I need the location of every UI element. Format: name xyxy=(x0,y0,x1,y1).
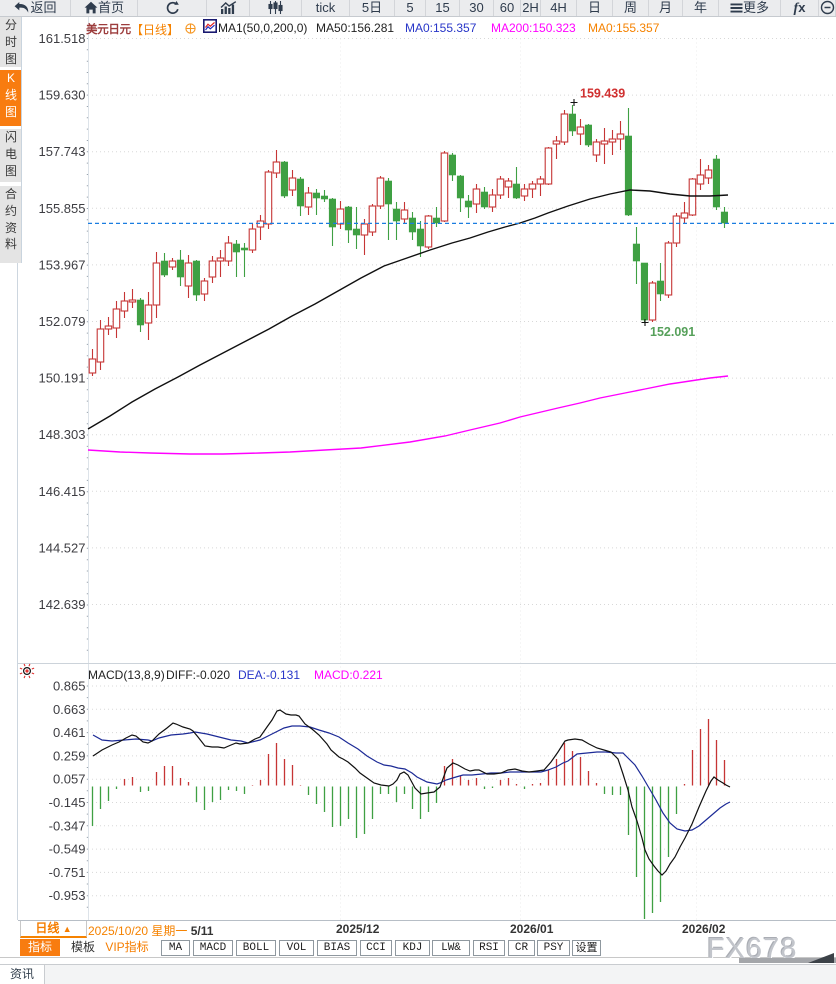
svg-text:159.439: 159.439 xyxy=(580,87,625,101)
svg-text:142.639: 142.639 xyxy=(39,597,86,612)
svg-text:MACD:0.221: MACD:0.221 xyxy=(314,668,383,682)
svg-text:DEA:-0.131: DEA:-0.131 xyxy=(238,668,300,682)
svg-text:0.259: 0.259 xyxy=(53,748,86,763)
svg-text:0.663: 0.663 xyxy=(53,702,86,717)
svg-text:0.865: 0.865 xyxy=(53,679,86,694)
svg-text:DIFF:-0.020: DIFF:-0.020 xyxy=(166,668,230,682)
svg-text:148.303: 148.303 xyxy=(39,427,86,442)
svg-text:157.743: 157.743 xyxy=(39,144,86,159)
svg-text:153.967: 153.967 xyxy=(39,257,86,272)
svg-text:-0.549: -0.549 xyxy=(49,842,86,857)
svg-text:MACD(13,8,9): MACD(13,8,9) xyxy=(88,668,165,682)
svg-text:152.091: 152.091 xyxy=(650,325,695,339)
svg-text:161.518: 161.518 xyxy=(39,31,86,46)
svg-text:-0.145: -0.145 xyxy=(49,795,86,810)
svg-text:-0.347: -0.347 xyxy=(49,818,86,833)
svg-text:0.461: 0.461 xyxy=(53,725,86,740)
svg-text:155.855: 155.855 xyxy=(39,201,86,216)
svg-text:159.630: 159.630 xyxy=(39,88,86,103)
svg-text:-0.751: -0.751 xyxy=(49,865,86,880)
svg-text:150.191: 150.191 xyxy=(39,371,86,386)
svg-text:144.527: 144.527 xyxy=(39,540,86,555)
svg-text:152.079: 152.079 xyxy=(39,314,86,329)
svg-text:0.057: 0.057 xyxy=(53,772,86,787)
svg-text:146.415: 146.415 xyxy=(39,484,86,499)
svg-text:-0.953: -0.953 xyxy=(49,888,86,903)
